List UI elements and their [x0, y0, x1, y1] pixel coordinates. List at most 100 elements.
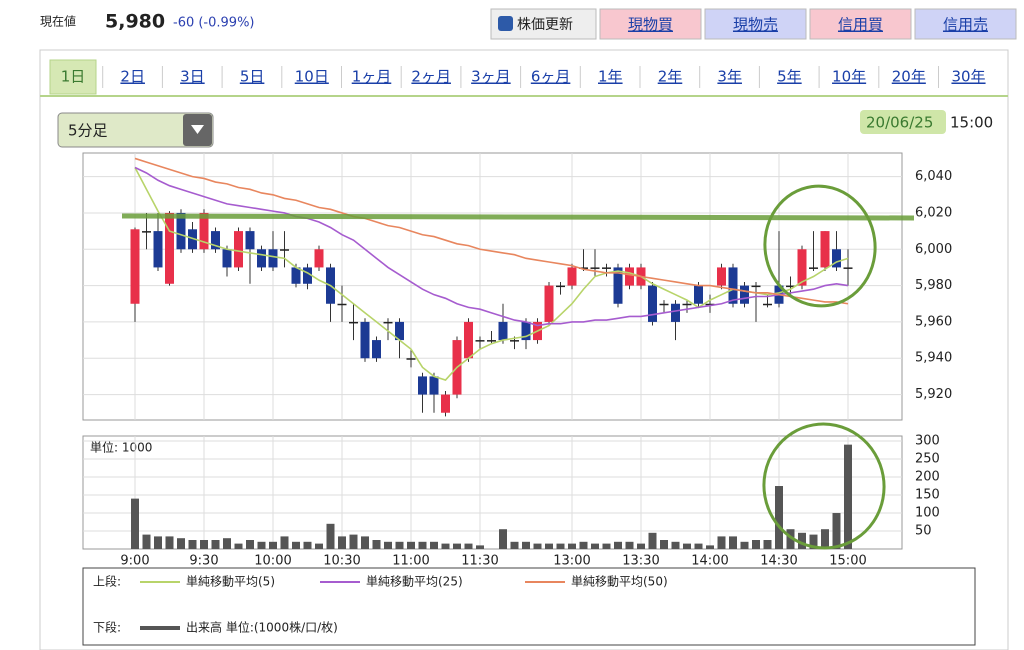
x-tick-label: 13:00 [553, 554, 590, 569]
volume-bar [326, 523, 335, 549]
tab[interactable]: 1ヶ月 [352, 68, 392, 86]
candle-body [406, 358, 416, 360]
refresh-icon [498, 16, 513, 31]
time: 15:00 [950, 114, 993, 132]
tab[interactable]: 6ヶ月 [531, 68, 571, 86]
volume-bar [556, 543, 565, 549]
volume-bar [499, 529, 507, 549]
volume-bar [637, 543, 645, 549]
button[interactable] [914, 8, 1017, 40]
candle-body [694, 285, 703, 304]
volume-bar [338, 536, 346, 549]
volume-bar [280, 536, 289, 549]
candle-body [602, 267, 611, 269]
y-tick-label: 50 [915, 524, 932, 539]
tab[interactable]: 1日 [61, 68, 86, 86]
y-tick-label: 200 [915, 470, 940, 485]
tab[interactable]: 2ヶ月 [411, 68, 451, 86]
interval-select[interactable]: 5分足 [57, 112, 214, 148]
volume-bar [579, 541, 588, 549]
candle-body [498, 321, 508, 341]
tab[interactable]: 3ヶ月 [471, 68, 511, 86]
select-arrow [191, 125, 204, 134]
volume-bar [395, 541, 404, 549]
select-box[interactable] [57, 112, 214, 148]
volume-bar [752, 540, 760, 549]
volume-bar [441, 543, 450, 549]
tab[interactable]: 2年 [658, 68, 683, 86]
annotation-line [121, 213, 915, 221]
volume-bar [602, 543, 611, 549]
y-tick-label: 5,980 [915, 278, 952, 293]
candle-body [418, 376, 427, 395]
candle-body [510, 340, 519, 342]
tab[interactable]: 5年 [777, 68, 802, 86]
volume-bar [349, 534, 358, 549]
volume-bar [775, 486, 783, 549]
candle-body [590, 267, 600, 269]
candle-body [579, 267, 588, 269]
tab[interactable]: 30年 [951, 68, 985, 86]
tab[interactable]: 5日 [240, 68, 265, 86]
y-tick-label: 6,020 [915, 205, 952, 220]
y-tick-label: 5,960 [915, 314, 952, 329]
button-label[interactable]: 信用売 [943, 16, 988, 34]
moving-average [134, 167, 849, 381]
candle-body [222, 249, 232, 268]
button-label[interactable]: 信用買 [838, 16, 883, 34]
tab[interactable]: 2日 [120, 68, 145, 86]
button[interactable] [599, 8, 702, 40]
volume-bar [418, 541, 427, 549]
volume-bar [763, 540, 772, 549]
moving-average [134, 157, 849, 305]
date-highlight [860, 110, 946, 134]
y-tick-label: 100 [915, 506, 940, 521]
candle-body [291, 267, 301, 284]
interval: 5分足 [68, 122, 108, 140]
candle-body [234, 231, 243, 268]
volume-bar [694, 543, 703, 549]
tab[interactable]: 3年 [717, 68, 742, 86]
candle-body [383, 321, 393, 324]
candle-body [142, 231, 151, 233]
button[interactable] [809, 8, 912, 40]
volume-bar [407, 541, 415, 549]
tab[interactable]: 20年 [892, 68, 926, 86]
candle-body [786, 285, 795, 288]
candle-body [487, 340, 496, 342]
candle-body [176, 212, 186, 250]
tab[interactable]: 10年 [832, 68, 866, 86]
button-label[interactable]: 現物買 [628, 16, 673, 34]
volume-bar [545, 543, 553, 549]
volume-bar [315, 543, 323, 549]
candle-body [441, 394, 450, 413]
candle-body [395, 321, 404, 341]
button[interactable] [704, 8, 807, 40]
candle-body [567, 267, 577, 286]
button-label[interactable]: 現物売 [733, 16, 778, 34]
candle-body [625, 267, 634, 286]
volume-bar [154, 536, 162, 549]
legend-label: 単純移動平均(5) [186, 575, 275, 589]
y-tick-label: 250 [915, 452, 940, 467]
volume-bar [464, 543, 473, 549]
x-tick-label: 11:30 [461, 554, 498, 569]
x-tick-label: 15:00 [829, 554, 866, 569]
volume-bar [671, 541, 680, 549]
candle-body [337, 303, 347, 306]
tab[interactable]: 1年 [598, 68, 623, 86]
legend-title: 上段: [93, 574, 121, 589]
candle-body [257, 249, 266, 268]
tab[interactable]: 3日 [180, 68, 205, 86]
volume-bar [591, 543, 599, 549]
volume-bar [660, 540, 668, 549]
candle-body [648, 285, 657, 322]
price-label: 現在値 [40, 14, 76, 29]
volume-bar [533, 543, 542, 549]
candle-body [464, 321, 473, 359]
tab[interactable]: 10日 [295, 68, 329, 86]
volume-bar [729, 536, 737, 549]
candle-body [280, 249, 289, 251]
candle-body [797, 249, 807, 286]
candle-body [671, 303, 680, 322]
